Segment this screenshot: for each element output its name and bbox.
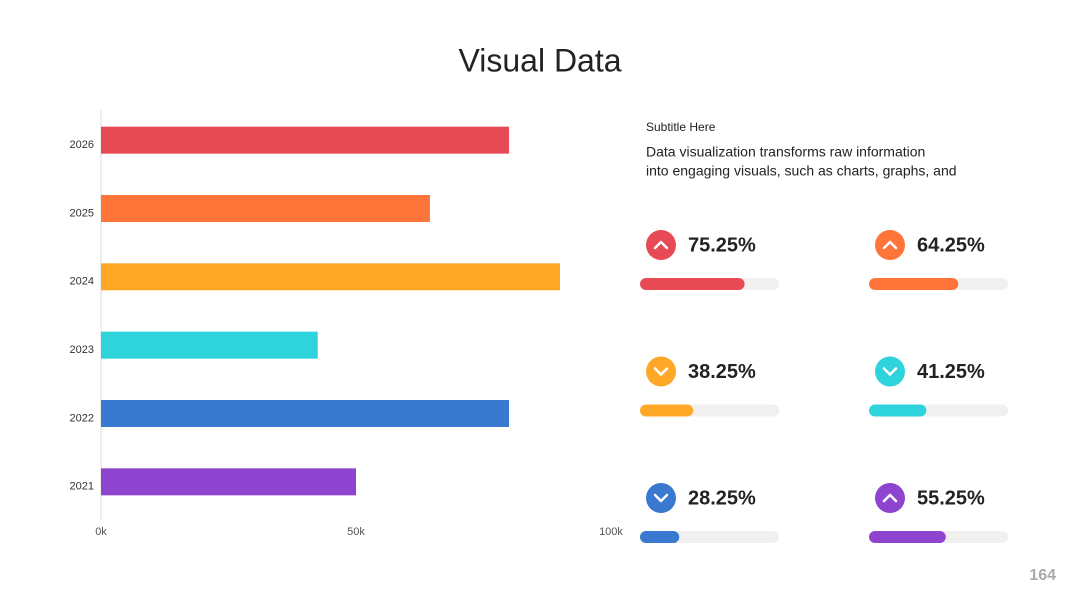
kpi-arrow: [882, 493, 898, 503]
progress-fill: [869, 531, 946, 543]
description-line: Data visualization transforms raw inform…: [646, 144, 925, 160]
kpi-arrow: [653, 367, 669, 376]
kpi-icon: [646, 230, 676, 260]
kpi-arrow: [882, 367, 898, 376]
kpi-value: 55.25%: [917, 487, 985, 509]
kpi-icon: [875, 230, 905, 260]
description-line: into engaging visuals, such as charts, g…: [646, 163, 957, 179]
kpi-value: 28.25%: [688, 487, 756, 509]
kpi-value: 38.25%: [688, 361, 756, 383]
progress-fill: [869, 404, 927, 417]
kpi-value: 64.25%: [917, 234, 985, 256]
subtitle: Subtitle Here: [646, 120, 716, 134]
y-tick-label: 2023: [70, 344, 94, 356]
y-tick-label: 2024: [70, 276, 94, 288]
progress-fill: [869, 278, 959, 290]
y-tick-label: 2026: [70, 139, 94, 151]
progress-fill: [640, 404, 694, 417]
bar: [101, 331, 318, 359]
kpi-arrow: [653, 493, 669, 503]
kpi-value: 41.25%: [917, 361, 985, 383]
bar: [101, 468, 356, 496]
kpi-icon: [646, 483, 676, 513]
progress-fill: [640, 278, 745, 290]
kpi-icon: [875, 356, 905, 387]
kpi-arrow: [882, 240, 898, 250]
kpi-icon: [875, 483, 905, 513]
chart-title: Visual Data: [458, 42, 621, 78]
bar: [101, 400, 509, 427]
y-tick-label: 2022: [70, 412, 94, 424]
progress-fill: [640, 531, 680, 543]
kpi-icon: [646, 356, 676, 387]
bar: [101, 195, 430, 222]
x-tick-label: 100k: [599, 526, 623, 538]
x-tick-label: 0k: [95, 526, 107, 538]
bar: [101, 263, 560, 291]
kpi-value: 75.25%: [688, 234, 756, 256]
y-tick-label: 2025: [70, 207, 94, 219]
page-number: 164: [1029, 567, 1056, 584]
y-tick-label: 2021: [70, 481, 94, 493]
kpi-arrow: [653, 240, 669, 250]
bar: [101, 126, 509, 154]
x-tick-label: 50k: [347, 526, 365, 538]
